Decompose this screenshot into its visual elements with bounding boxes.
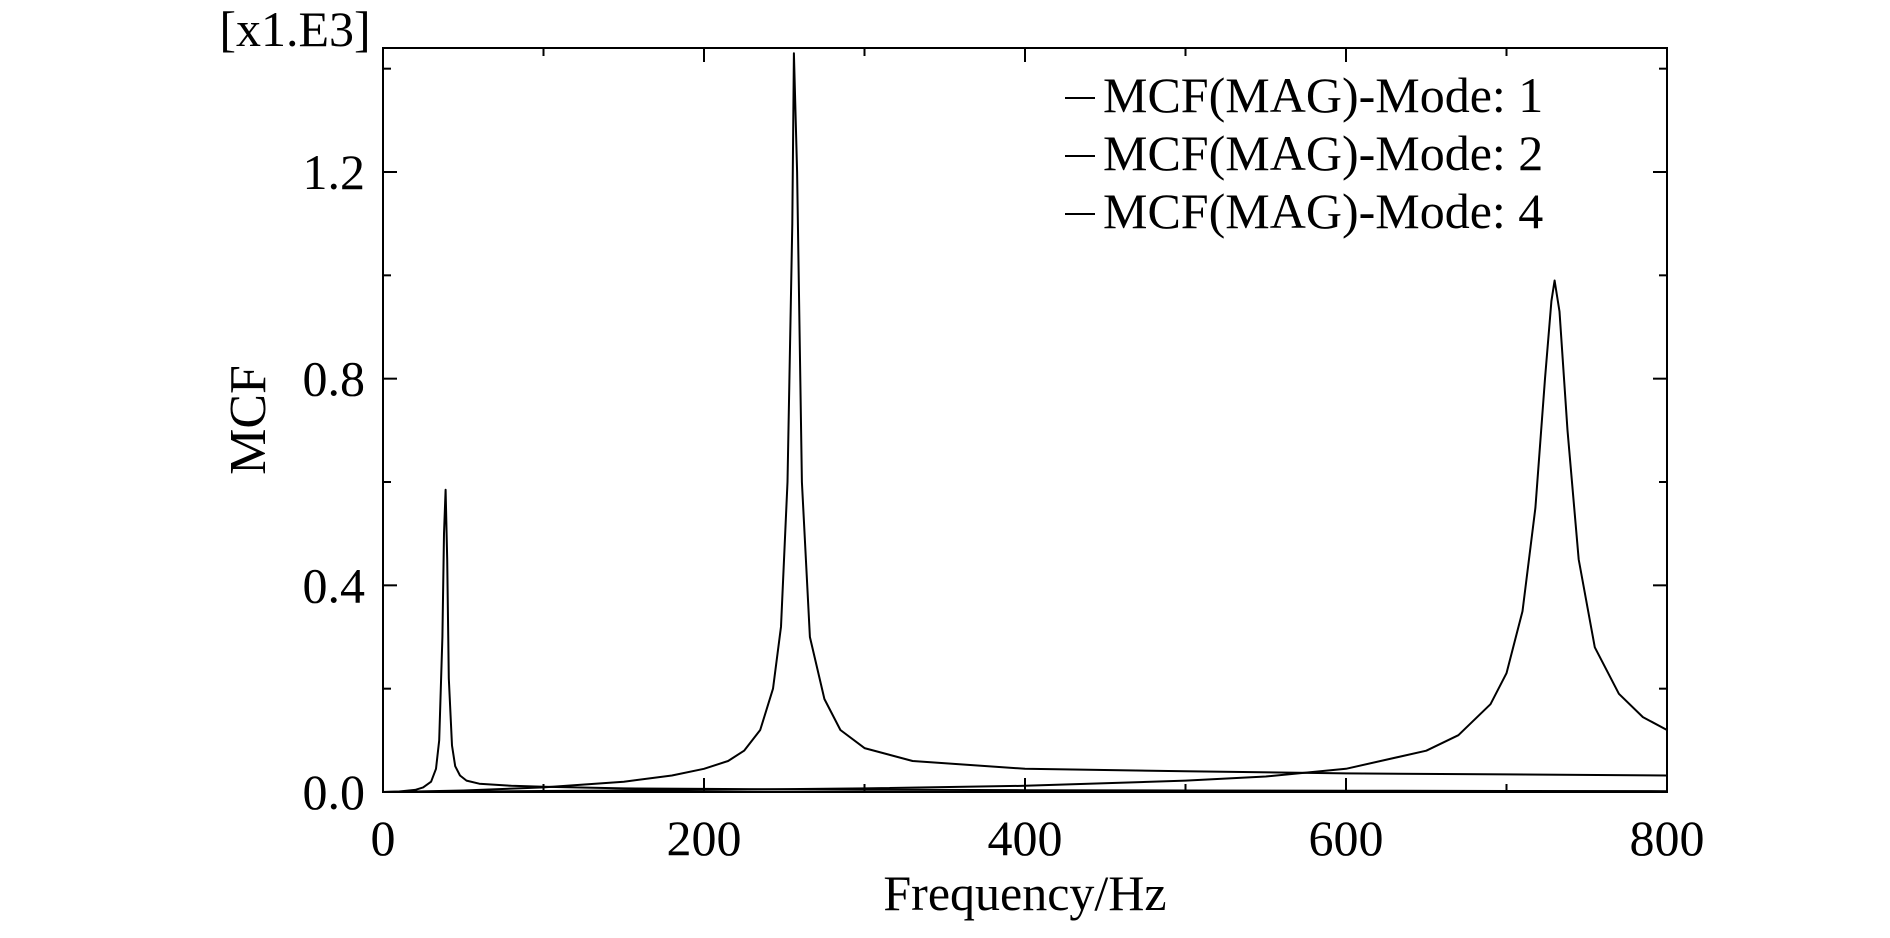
y-tick-label: 0.8 <box>303 351 366 407</box>
y-tick-label: 0.4 <box>303 557 366 613</box>
legend-entry: MCF(MAG)-Mode: 2 <box>1103 125 1543 181</box>
series-line-mode-1 <box>382 488 1668 793</box>
legend-entry: MCF(MAG)-Mode: 1 <box>1103 67 1543 123</box>
series-line-mode-3 <box>382 279 1668 793</box>
x-tick-label: 400 <box>988 810 1063 866</box>
y-axis-multiplier-label: [x1.E3] <box>219 1 370 57</box>
x-axis-label: Frequency/Hz <box>883 865 1166 921</box>
series-line-mode-2 <box>382 52 1668 793</box>
x-axis-ticks: 0 200 400 600 800 <box>371 48 1705 866</box>
x-tick-label: 800 <box>1630 810 1705 866</box>
x-tick-label: 0 <box>371 810 396 866</box>
y-tick-label: 1.2 <box>303 144 366 200</box>
x-tick-label: 200 <box>667 810 742 866</box>
y-axis-label: MCF <box>220 365 277 475</box>
y-tick-label: 0.0 <box>303 764 366 820</box>
y-axis-ticks: 0.0 0.4 0.8 1.2 <box>303 67 1667 820</box>
legend-entry: MCF(MAG)-Mode: 4 <box>1103 183 1543 239</box>
x-tick-label: 600 <box>1309 810 1384 866</box>
series-lines <box>382 52 1668 793</box>
